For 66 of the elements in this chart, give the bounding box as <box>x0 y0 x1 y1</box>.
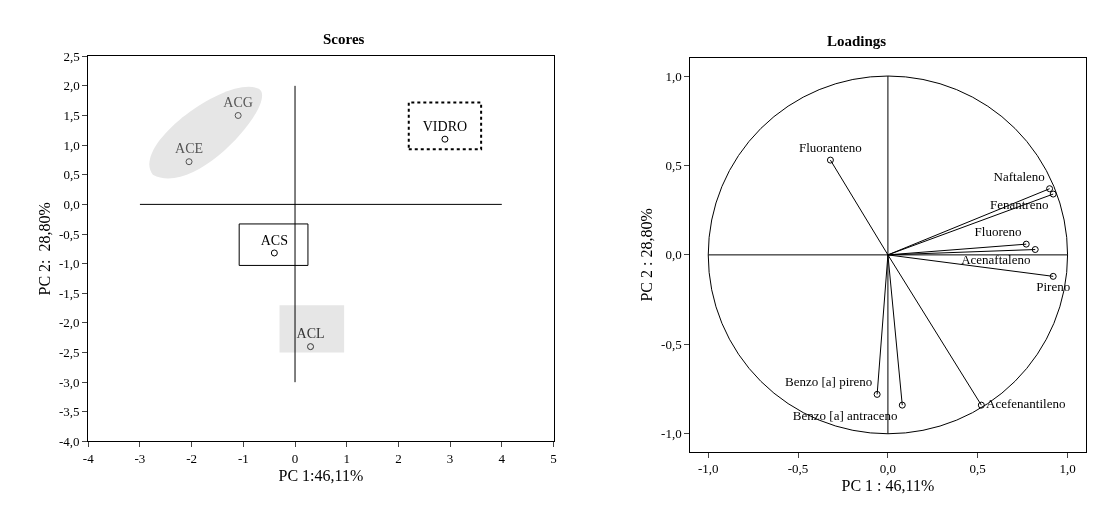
x-axis-title: PC 1:46,11% <box>278 466 364 484</box>
series-label: Benzo [a] pireno <box>785 374 873 390</box>
series-label: ACG <box>223 95 253 111</box>
x-tick-label: -1 <box>237 451 249 467</box>
point <box>826 156 834 164</box>
y-tick-label: -0,5 <box>661 336 682 352</box>
series-label: Fluoreno <box>974 224 1022 240</box>
point <box>1022 240 1030 248</box>
series-label: Fluoranteno <box>799 140 862 156</box>
x-tick-label: -3 <box>134 451 146 467</box>
point <box>307 343 315 351</box>
point <box>185 158 193 166</box>
x-tick-label: 1 <box>343 451 350 467</box>
x-tick-label: -4 <box>82 451 95 467</box>
point <box>1046 185 1054 193</box>
series-label: Acenaftaleno <box>961 252 1031 268</box>
series-label: ACL <box>296 326 325 342</box>
chart-title: Scores <box>323 31 365 47</box>
x-tick-label: 2 <box>395 451 402 467</box>
y-tick-label: 1,5 <box>63 108 80 124</box>
x-tick-label: 3 <box>446 451 454 467</box>
series-label: ACS <box>260 232 288 248</box>
y-tick-label: -1,5 <box>59 285 80 301</box>
x-tick-label: 4 <box>498 451 506 467</box>
series-label: Naftaleno <box>993 168 1045 184</box>
x-tick-label: 5 <box>550 451 557 467</box>
series-label: Acefenantileno <box>986 396 1066 412</box>
point <box>1031 246 1039 254</box>
series-label: ACE <box>175 141 204 157</box>
x-tick-label: -1,0 <box>697 461 719 477</box>
x-tick-label: 0,0 <box>879 461 897 477</box>
point <box>1049 190 1057 198</box>
point <box>873 390 881 398</box>
series-label: Pireno <box>1036 278 1071 294</box>
x-tick-label: -2 <box>186 451 198 467</box>
y-axis-title: PC 2: 28,80% <box>35 202 53 296</box>
y-tick-label: 2,0 <box>63 78 80 94</box>
point <box>441 135 449 143</box>
y-tick-label: -3,0 <box>59 374 80 390</box>
y-tick-label: 2,5 <box>63 48 80 64</box>
point <box>270 249 278 257</box>
y-axis-title: PC 2 : 28,80% <box>637 208 655 302</box>
y-tick-label: -2,0 <box>59 315 80 331</box>
y-tick-label: -1,0 <box>59 256 80 272</box>
y-tick-label: 1,0 <box>665 68 682 84</box>
x-axis-title: PC 1 : 46,11% <box>841 476 935 494</box>
x-tick-label: 0 <box>291 451 299 467</box>
point <box>977 401 985 409</box>
y-tick-label: 0,0 <box>63 196 80 212</box>
y-tick-label: -3,5 <box>59 404 80 420</box>
y-tick-label: 1,0 <box>63 137 80 153</box>
x-tick-label: 1,0 <box>1059 461 1076 477</box>
point <box>898 401 906 409</box>
y-tick-label: -1,0 <box>661 426 682 442</box>
point <box>234 111 242 119</box>
y-tick-label: 0,5 <box>63 167 80 183</box>
y-tick-label: -0,5 <box>59 226 80 242</box>
point <box>1049 272 1057 280</box>
y-tick-label: 0,0 <box>665 247 682 263</box>
y-tick-label: -2,5 <box>59 345 80 361</box>
x-tick-label: 0,5 <box>969 461 986 477</box>
chart-title: Loadings <box>827 33 887 49</box>
y-tick-label: 0,5 <box>665 158 682 174</box>
y-tick-label: -4,0 <box>59 434 80 450</box>
series-label: VIDRO <box>422 118 468 134</box>
x-tick-label: -0,5 <box>787 461 809 477</box>
